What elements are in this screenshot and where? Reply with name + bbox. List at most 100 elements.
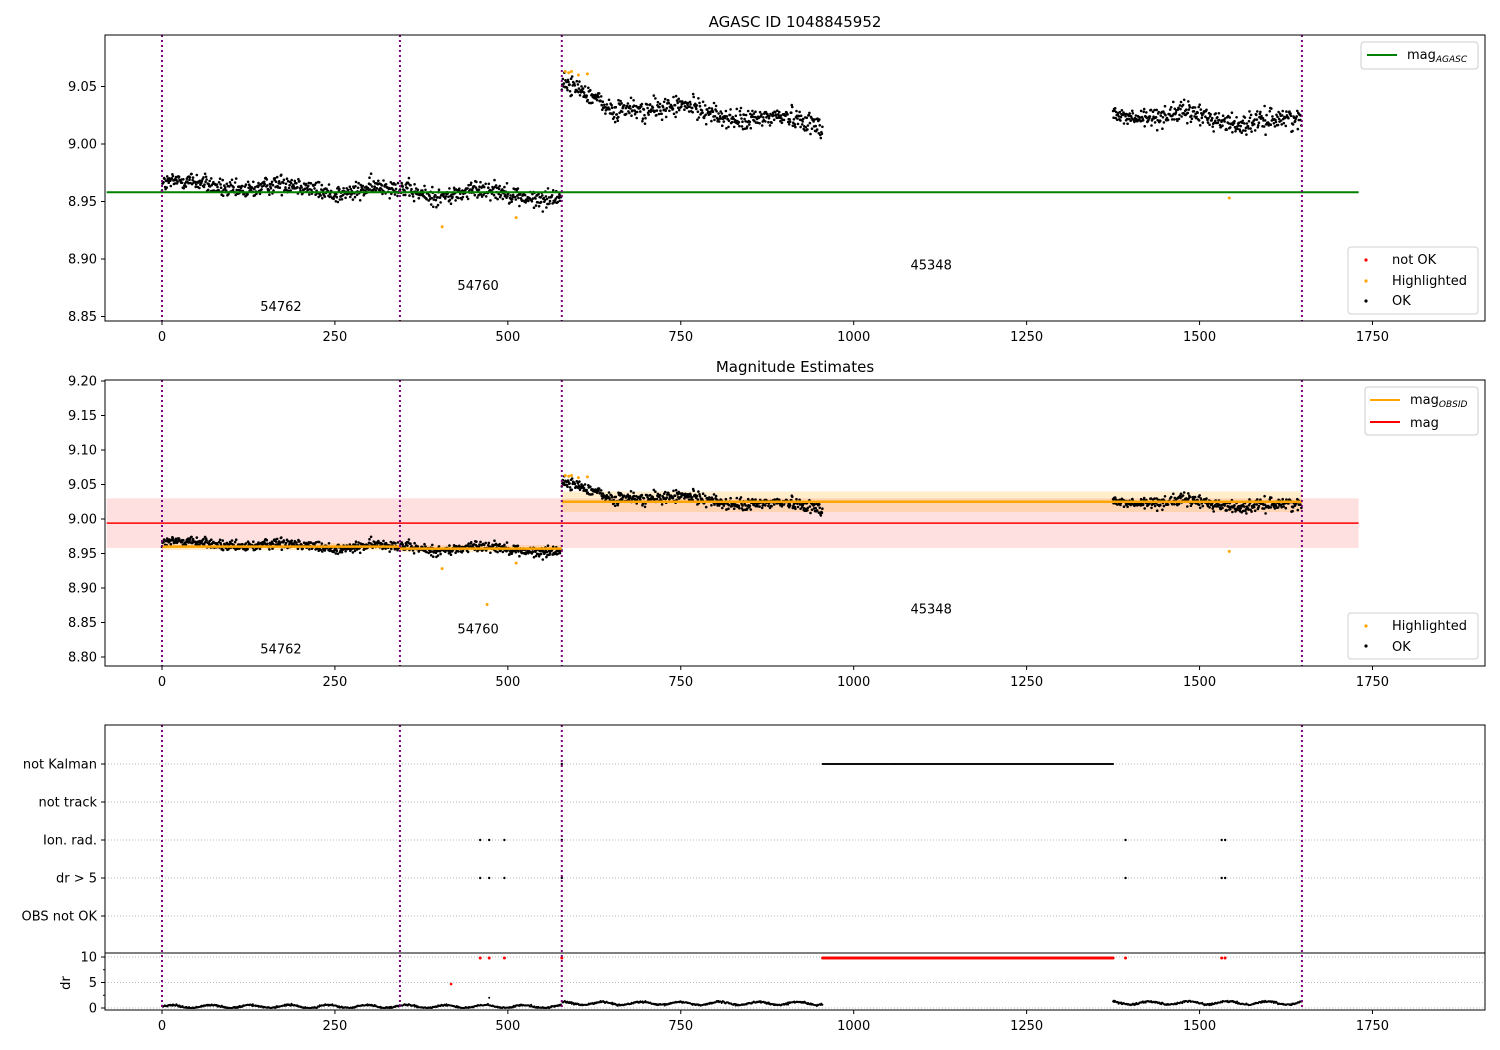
y-tick-label: 8.90 [68,582,97,597]
data-point-ok [351,198,355,201]
data-point-ok [195,173,199,177]
data-point-ok [1190,502,1194,506]
x-tick-label: 0 [158,675,166,690]
data-point-ok [820,132,824,136]
y-tick-label: 9.10 [68,444,97,459]
data-point-ok [1259,498,1262,502]
data-point-ok [776,109,779,112]
data-point-ok [566,88,569,92]
data-point-ok [1178,113,1181,117]
data-point-ok [252,540,255,543]
data-point-ok [497,192,501,196]
data-point-ok [180,181,184,185]
category-label-dr-5: dr > 5 [56,872,97,887]
data-point-ok [1242,129,1245,132]
data-point-ok [1169,495,1173,499]
data-point-ok [728,113,732,117]
data-point-ok [698,101,701,105]
data-point-ok [466,197,470,201]
data-point-ok [477,188,481,191]
data-point-ok [503,543,506,547]
data-point-ok [1161,508,1164,512]
data-point-ok [1276,123,1280,127]
data-point-ok [1170,502,1174,506]
data-point-ok [1289,112,1292,115]
data-point-ok [614,495,618,499]
data-point-ok [334,200,338,203]
data-point-ok [1139,109,1143,113]
data-point-ok [171,174,175,178]
data-point-ok [819,514,823,517]
data-point-ok [210,538,213,541]
data-point-ok [1229,126,1232,129]
data-point-ok [729,108,732,111]
data-point-ok [496,550,499,554]
data-point-ok [713,503,716,506]
data-point-ok [384,547,387,550]
data-point-ok [468,545,472,548]
data-point-ok [1202,112,1205,115]
data-point-ok [524,201,527,204]
data-point-ok [1126,122,1129,125]
data-point-ok [595,98,599,102]
data-point-ok [641,117,645,120]
data-point-ok [734,114,738,118]
data-point-ok [520,199,524,203]
data-point-ok [444,195,448,198]
data-point-ok [741,127,745,131]
data-point-ok [791,105,794,109]
data-point-ok [643,122,647,125]
data-point-ok [205,178,208,181]
data-point-ok [280,536,283,539]
data-point-ok [424,188,427,192]
data-point-ok [709,112,712,115]
data-point-ok [543,199,547,202]
data-point-ok [643,113,646,117]
x-tick-label: 250 [323,330,348,345]
data-point-ok [689,493,692,497]
x-tick-label: 1500 [1183,330,1216,345]
data-point-ok [1189,120,1193,124]
data-point-ok [612,115,616,119]
data-point-ok [369,172,373,175]
data-point-ok [626,102,630,105]
data-point-ok [369,183,372,186]
data-point-ok [1236,127,1239,131]
data-point-ok [692,489,695,493]
data-point-ok [448,198,452,202]
data-point-ok [342,187,345,190]
data-point-ok [807,113,811,117]
data-point-ok [1156,119,1159,122]
data-point-ok [639,110,642,113]
data-point-ok [629,107,632,110]
data-point-ok [622,494,626,498]
data-point-ok [701,492,705,496]
data-point-ok [1221,506,1224,510]
data-point-ok [695,494,699,498]
data-point-ok [335,195,339,199]
data-point-ok [808,505,812,508]
data-point-highlighted [485,603,489,607]
data-point-ok [516,544,520,548]
data-point-ok [1234,130,1237,133]
data-point-ok [336,552,340,556]
data-point-ok [479,193,483,196]
data-point-ok [1179,100,1183,104]
data-point-ok [715,110,718,113]
data-point-ok [370,543,374,546]
data-point-ok [284,541,288,545]
data-point-ok [788,120,792,123]
data-point-ok [673,103,677,107]
data-point-ok [1233,504,1236,507]
data-point-ok [624,106,628,110]
data-point-ok [1153,504,1157,508]
data-point-ok [407,538,411,541]
obsid-label: 54760 [457,623,498,638]
data-point-ok [790,111,793,114]
data-point-ok [664,115,668,119]
data-point-ok [1119,119,1122,122]
data-point-ok [742,113,746,117]
data-point-ok [221,178,224,182]
data-point-ok [1300,506,1303,510]
data-point-ok [1131,109,1134,113]
